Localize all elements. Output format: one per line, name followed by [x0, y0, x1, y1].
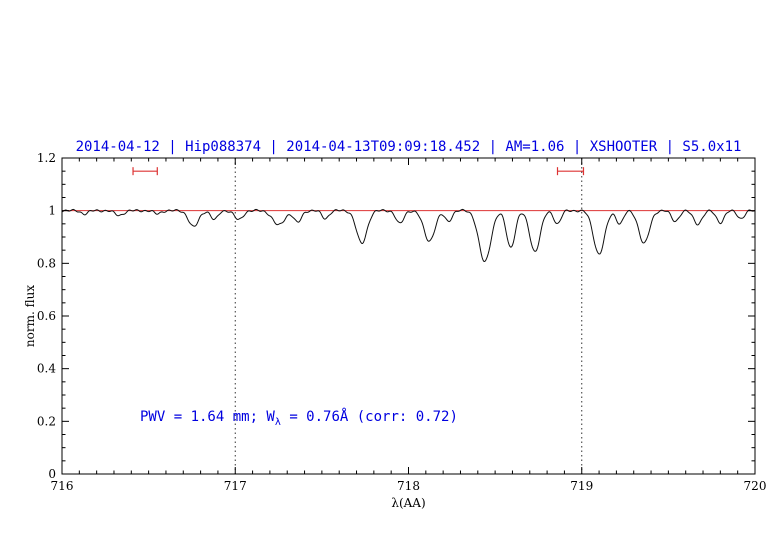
plot-title: 2014-04-12 | Hip088374 | 2014-04-13T09:0…: [75, 139, 742, 155]
y-tick-label-0: 0: [48, 467, 56, 481]
y-tick-label-0.4: 0.4: [37, 362, 56, 376]
x-tick-label-720: 720: [744, 479, 767, 493]
x-tick-label-718: 718: [397, 479, 420, 493]
y-tick-label-0.8: 0.8: [37, 256, 56, 270]
pwv-annotation-prefix: PWV = 1.64 mm; W: [140, 409, 275, 425]
pwv-annotation: PWV = 1.64 mm; Wλ = 0.76Å (corr: 0.72): [140, 409, 458, 428]
x-tick-label-719: 719: [570, 479, 593, 493]
y-tick-label-1: 1: [48, 204, 56, 218]
y-axis-label: norm. flux: [23, 284, 37, 348]
x-axis-label: λ(AA): [391, 496, 426, 510]
spectrum-line: [61, 208, 756, 262]
pwv-annotation-lambda-subscript: λ: [274, 416, 281, 428]
y-tick-label-0.2: 0.2: [37, 414, 56, 428]
x-tick-label-717: 717: [224, 479, 247, 493]
y-tick-label-1.2: 1.2: [37, 151, 56, 165]
x-tick-label-716: 716: [51, 479, 74, 493]
pwv-annotation-suffix: = 0.76Å (corr: 0.72): [280, 409, 458, 425]
y-tick-label-0.6: 0.6: [37, 309, 56, 323]
